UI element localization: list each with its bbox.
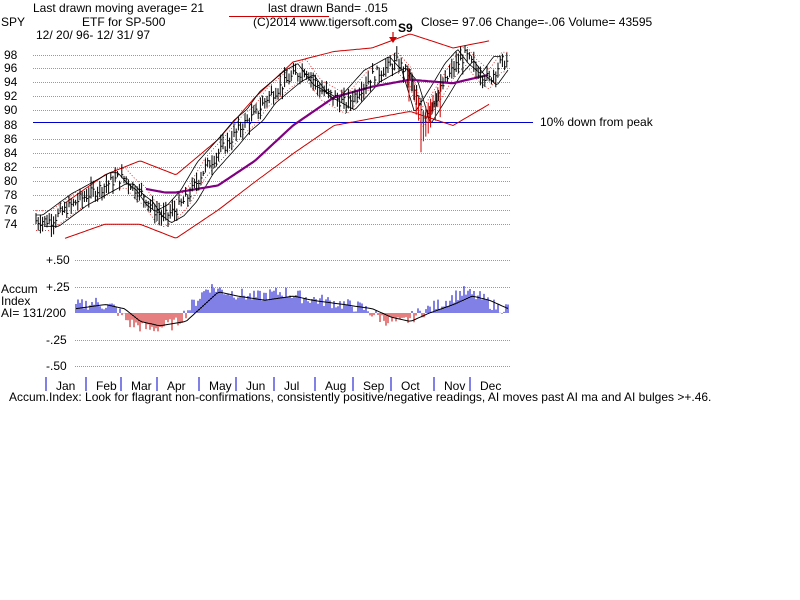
accum-tick-p25: +.25 — [46, 280, 70, 294]
y-tick-76: 76 — [4, 203, 18, 217]
month-label-sep: Sep — [363, 379, 385, 393]
y-tick-88: 88 — [4, 118, 18, 132]
month-label-aug: Aug — [325, 379, 347, 393]
copyright-label: (C)2014 www.tigersoft.com — [253, 15, 398, 29]
accum-tick-m25: -.25 — [46, 333, 67, 347]
gridline — [33, 55, 510, 56]
envelope-upper-line — [36, 49, 500, 216]
month-label-jun: Jun — [246, 379, 266, 393]
accum-footer-note: Accum.Index: Look for flagrant non-confi… — [9, 390, 712, 404]
peak-reference-label: 10% down from peak — [540, 115, 653, 129]
y-tick-74: 74 — [4, 217, 18, 231]
signal-label: S9 — [398, 21, 413, 35]
y-tick-84: 84 — [4, 146, 18, 160]
y-tick-96: 96 — [4, 61, 18, 75]
signal-arrow-head — [389, 37, 397, 43]
date-range-label: 12/ 20/ 96- 12/ 31/ 97 — [36, 28, 151, 42]
y-tick-80: 80 — [4, 174, 18, 188]
gridline — [33, 195, 510, 196]
month-label-mar: Mar — [131, 379, 152, 393]
accum-ma-line — [75, 291, 509, 327]
month-label-oct: Oct — [401, 379, 420, 393]
y-tick-92: 92 — [4, 89, 18, 103]
chart-subtitle: ETF for SP-500 — [82, 15, 166, 29]
moving-average-line — [145, 73, 489, 194]
month-label-nov: Nov — [444, 379, 466, 393]
inner-upper-band — [36, 45, 508, 212]
gridline — [33, 110, 510, 111]
accum-gridline — [75, 340, 510, 341]
gridline — [33, 139, 510, 140]
gridline — [33, 210, 510, 211]
accum-gridline — [75, 260, 510, 261]
month-label-feb: Feb — [96, 379, 117, 393]
accum-gridline — [75, 287, 510, 288]
gridline — [33, 68, 510, 69]
gridline — [33, 96, 510, 97]
month-label-apr: Apr — [167, 379, 186, 393]
gridline — [33, 181, 510, 182]
envelope-lower-line — [44, 60, 509, 227]
band-legend-line — [229, 16, 329, 17]
gridline — [33, 153, 510, 154]
accum-gridline — [75, 366, 510, 367]
close-change-volume-label: Close= 97.06 Change=-.06 Volume= 43595 — [421, 15, 653, 29]
month-label-jul: Jul — [284, 379, 300, 393]
ma-label: Last drawn moving average= 21 — [33, 1, 205, 15]
accum-title-line1: Accum — [1, 282, 38, 296]
y-tick-90: 90 — [4, 103, 18, 117]
y-tick-82: 82 — [4, 160, 18, 174]
peak-reference-line — [33, 122, 533, 123]
y-tick-94: 94 — [4, 75, 18, 89]
accum-ai-value: AI= 131/200 — [1, 306, 67, 320]
month-label-dec: Dec — [480, 379, 502, 393]
accum-tick-m50: -.50 — [46, 359, 67, 373]
gridline — [33, 167, 510, 168]
inner-lower-band — [36, 64, 508, 231]
y-tick-98: 98 — [4, 48, 18, 62]
month-label-may: May — [209, 379, 232, 393]
band-label: last drawn Band= .015 — [268, 1, 388, 15]
month-label-jan: Jan — [56, 379, 76, 393]
y-tick-78: 78 — [4, 188, 18, 202]
accum-tick-p50: +.50 — [46, 253, 70, 267]
gridline — [33, 224, 510, 225]
y-tick-86: 86 — [4, 132, 18, 146]
accum-title-line2: Index — [1, 294, 31, 308]
ticker-label: SPY — [1, 15, 26, 29]
